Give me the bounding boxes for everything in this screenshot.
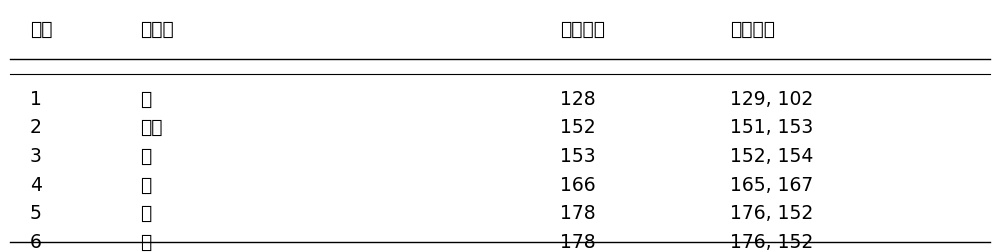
Text: 166: 166 [560,175,596,194]
Text: 129, 102: 129, 102 [730,89,813,108]
Text: 目标物: 目标物 [140,20,174,39]
Text: 176, 152: 176, 152 [730,232,813,251]
Text: 3: 3 [30,146,42,165]
Text: 128: 128 [560,89,596,108]
Text: 芴: 芴 [140,175,151,194]
Text: 178: 178 [560,203,596,222]
Text: 苊烯: 苊烯 [140,118,162,137]
Text: 苊: 苊 [140,146,151,165]
Text: 151, 153: 151, 153 [730,118,813,137]
Text: 萘: 萘 [140,89,151,108]
Text: 152: 152 [560,118,596,137]
Text: 5: 5 [30,203,42,222]
Text: 蒽: 蒽 [140,232,151,251]
Text: 1: 1 [30,89,42,108]
Text: 152, 154: 152, 154 [730,146,813,165]
Text: 定性离子: 定性离子 [730,20,775,39]
Text: 165, 167: 165, 167 [730,175,813,194]
Text: 178: 178 [560,232,596,251]
Text: 菲: 菲 [140,203,151,222]
Text: 153: 153 [560,146,596,165]
Text: 2: 2 [30,118,42,137]
Text: 定量离子: 定量离子 [560,20,605,39]
Text: 6: 6 [30,232,42,251]
Text: 序号: 序号 [30,20,52,39]
Text: 176, 152: 176, 152 [730,203,813,222]
Text: 4: 4 [30,175,42,194]
